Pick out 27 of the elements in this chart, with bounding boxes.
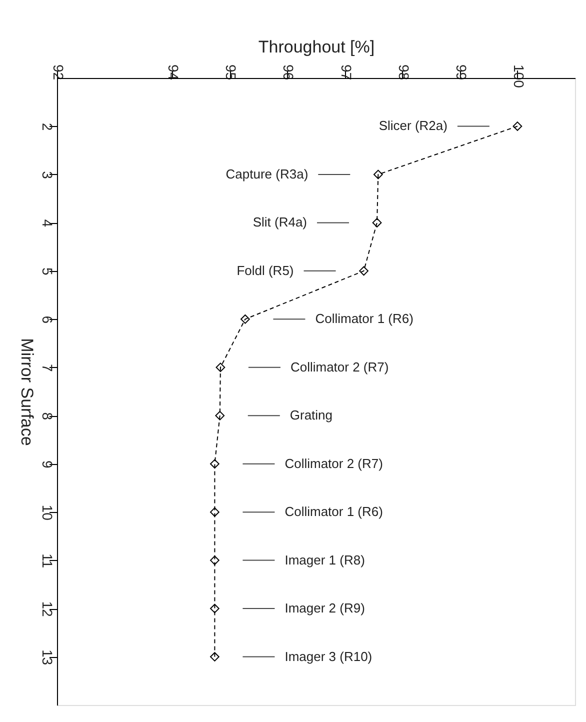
y-tick-label: 8 xyxy=(40,412,56,420)
annotation: Imager 2 (R9) xyxy=(284,600,365,616)
annotation: Imager 1 (R8) xyxy=(284,552,365,568)
annotation: Slicer (R2a) xyxy=(378,118,448,134)
y-tick-label: 11 xyxy=(40,554,56,568)
y-tick-label: 6 xyxy=(40,316,56,324)
annotation: Collimator 1 (R6) xyxy=(315,311,414,326)
annotation: Collimator 1 (R6) xyxy=(284,504,383,520)
y-tick-label: 2 xyxy=(40,122,56,131)
y-tick-label: 12 xyxy=(40,601,56,618)
annotation: Slit (R4a) xyxy=(252,214,308,230)
annotation: Foldl (R5) xyxy=(236,262,294,278)
annotation: Collimator 2 (R7) xyxy=(284,456,383,471)
y-axis-title: Mirror Surface xyxy=(18,338,36,446)
y-tick-label: 9 xyxy=(40,460,56,468)
x-axis-title: Throughout [%] xyxy=(258,38,375,56)
annotation: Imager 3 (R10) xyxy=(284,648,372,664)
y-tick-label: 3 xyxy=(40,171,56,180)
y-tick-label: 4 xyxy=(40,219,56,228)
annotation: Collimator 2 (R7) xyxy=(290,359,389,374)
y-tick-label: 10 xyxy=(40,504,56,521)
x-tick-label: 94 xyxy=(166,64,182,80)
y-tick-label: 5 xyxy=(40,268,56,276)
y-tick-label: 7 xyxy=(40,364,56,372)
annotation: Capture (R3a) xyxy=(226,166,308,182)
annotation: Grating xyxy=(290,408,333,423)
y-tick-label: 13 xyxy=(40,649,56,666)
